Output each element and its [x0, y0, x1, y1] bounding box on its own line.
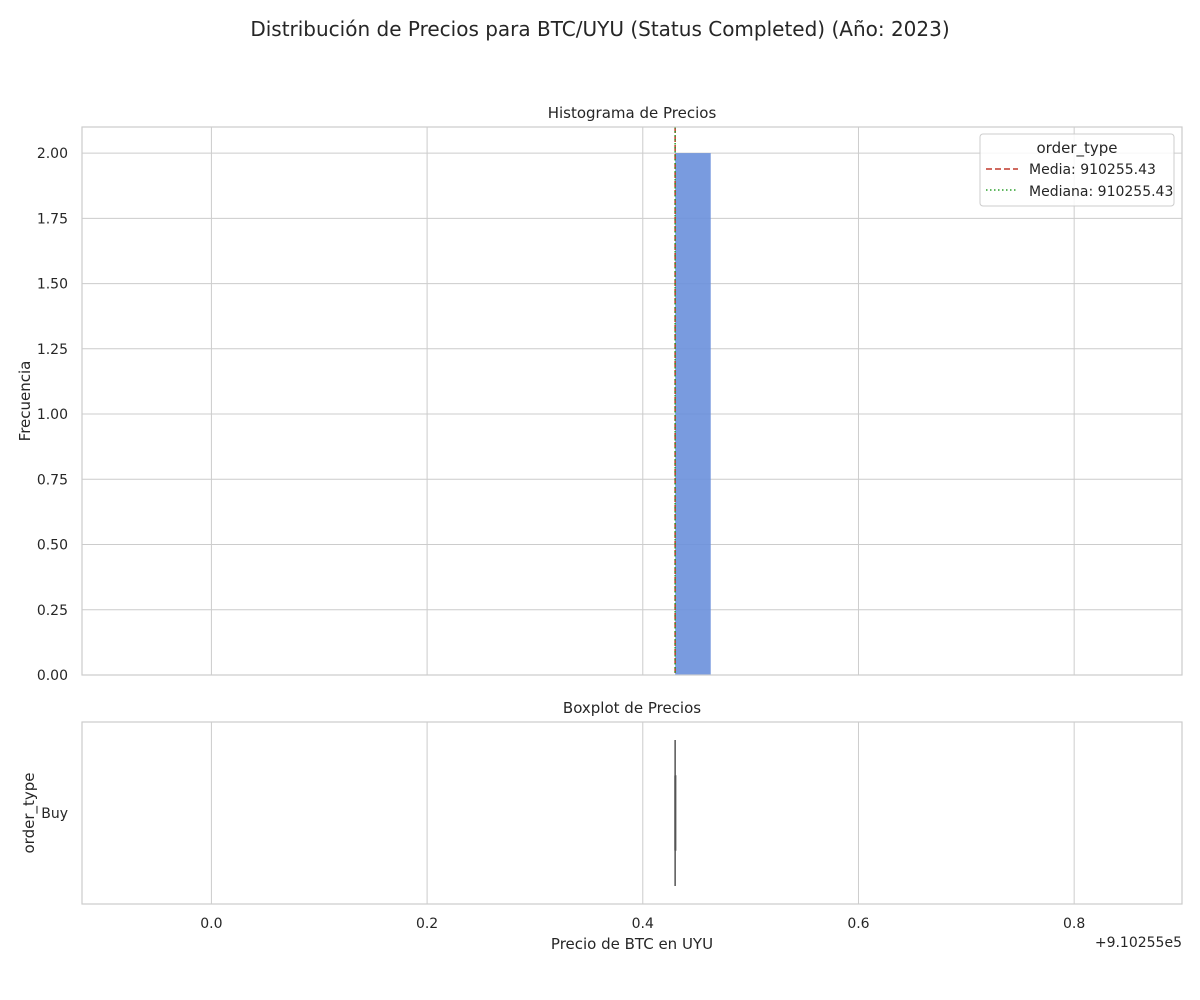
legend-box [979, 133, 1175, 207]
histogram-legend: order_type Media: 910255.43 Mediana: 910… [979, 133, 1175, 207]
histogram-y-tick-label: 0.25 [37, 603, 68, 619]
histogram-plot-area [82, 127, 1182, 675]
x-tick-label: 0.4 [632, 916, 654, 932]
histogram-title: Histograma de Precios [548, 104, 717, 122]
x-tick-label: 0.0 [200, 916, 222, 932]
histogram-y-tick-label: 1.75 [37, 211, 68, 227]
histogram-y-tick-label: 0.50 [37, 538, 68, 554]
boxplot-x-tick-labels: 0.0 0.2 0.4 0.6 0.8 [200, 916, 1085, 932]
x-axis-offset-label: +9.10255e5 [1095, 935, 1182, 951]
boxplot-marks [674, 740, 677, 886]
x-tick-label: 0.2 [416, 916, 438, 932]
boxplot-plot-area [82, 722, 1182, 904]
histogram-bars [675, 153, 711, 676]
histogram-y-tick-label: 1.50 [37, 277, 68, 293]
legend-title: order_type [1036, 139, 1117, 158]
histogram-y-axis-label: Frecuencia [16, 361, 34, 442]
histogram-y-tick-label: 0.75 [37, 472, 68, 488]
boxplot-frame [81, 721, 1183, 905]
boxplot-grid [210, 722, 1075, 904]
boxplot-y-axis-label: order_type [20, 772, 39, 853]
x-tick-label: 0.8 [1063, 916, 1085, 932]
histogram-y-tick-label: 2.00 [37, 146, 68, 162]
histogram-y-tick-label: 1.00 [37, 407, 68, 423]
histogram-frame [81, 126, 1183, 676]
legend-mean-label: Media: 910255.43 [1029, 162, 1156, 178]
boxplot-panel: 0.0 0.2 0.4 0.6 0.8 Buy Boxplot de Precios o… [20, 699, 1183, 953]
histogram-bar-0 [675, 153, 711, 676]
boxplot-category-label-buy: Buy [41, 806, 68, 822]
figure-title: Distribución de Precios para BTC/UYU (St… [250, 17, 949, 41]
histogram-panel: 0.00 0.25 0.50 0.75 1.00 1.25 1.50 1.75 2.00 His… [16, 104, 1183, 684]
legend-median-label: Mediana: 910255.43 [1029, 184, 1173, 200]
x-tick-label: 0.6 [847, 916, 869, 932]
boxplot-title: Boxplot de Precios [563, 699, 701, 717]
histogram-y-tick-label: 0.00 [37, 668, 68, 684]
histogram-y-tick-labels: 0.00 0.25 0.50 0.75 1.00 1.25 1.50 1.75 2.00 [37, 146, 68, 684]
boxplot-x-axis-label: Precio de BTC en UYU [551, 935, 713, 953]
histogram-y-tick-label: 1.25 [37, 342, 68, 358]
